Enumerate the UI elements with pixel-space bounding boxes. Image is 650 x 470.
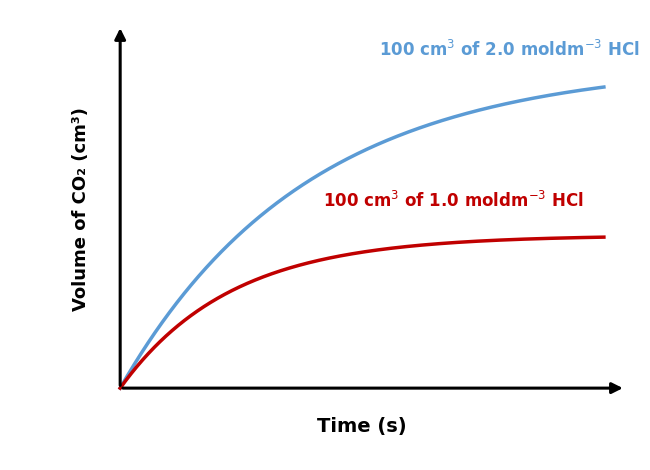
Text: 100 cm$^3$ of 2.0 moldm$^{-3}$ HCl: 100 cm$^3$ of 2.0 moldm$^{-3}$ HCl (379, 40, 640, 60)
Text: Volume of CO₂ (cm³): Volume of CO₂ (cm³) (73, 107, 90, 311)
Text: 100 cm$^3$ of 1.0 moldm$^{-3}$ HCl: 100 cm$^3$ of 1.0 moldm$^{-3}$ HCl (323, 191, 584, 211)
Text: Time (s): Time (s) (317, 417, 407, 436)
